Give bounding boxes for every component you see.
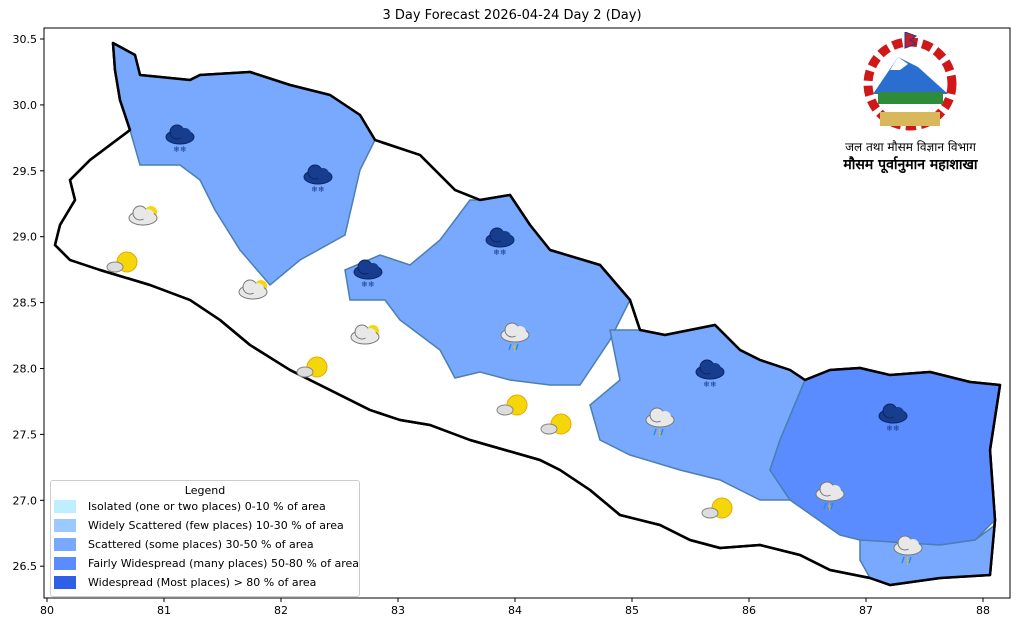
y-tick-label: 30.0: [13, 99, 38, 112]
legend-item: Isolated (one or two places) 0-10 % of a…: [54, 497, 359, 516]
y-tick-label: 29.0: [13, 231, 38, 244]
map-title: 3 Day Forecast 2026-04-24 Day 2 (Day): [382, 8, 642, 23]
legend-label: Widely Scattered (few places) 10-30 % of…: [88, 519, 344, 532]
x-tick-label: 87: [859, 604, 873, 617]
dept-name: जल तथा मौसम विज्ञान विभाग: [845, 140, 976, 154]
y-tick-label: 29.5: [13, 165, 38, 178]
cloud-sun-icon: [238, 279, 268, 300]
svg-text:❄❄: ❄❄: [311, 185, 324, 194]
emblem-icon: [863, 31, 957, 131]
y-tick-label: 27.0: [13, 494, 38, 507]
y-tick-label: 30.5: [13, 33, 38, 46]
y-tick-label: 26.5: [13, 560, 38, 573]
legend: Legend Isolated (one or two places) 0-10…: [50, 480, 360, 597]
legend-label: Isolated (one or two places) 0-10 % of a…: [88, 500, 326, 513]
svg-text:❄❄: ❄❄: [703, 380, 716, 389]
cloud-rain-icon: [645, 407, 675, 438]
nepal-border: [53, 41, 1002, 587]
plot-frame: [43, 27, 1011, 599]
sun-cloud-icon: [496, 394, 528, 416]
cloud-snow-icon: ❄❄: [353, 259, 383, 289]
x-tick-label: 88: [976, 604, 990, 617]
x-tick-label: 83: [391, 604, 405, 617]
legend-item: Widely Scattered (few places) 10-30 % of…: [54, 516, 359, 535]
legend-item: Widespread (Most places) > 80 % of area: [54, 573, 359, 592]
sun-cloud-icon: [540, 413, 572, 435]
legend-label: Fairly Widespread (many places) 50-80 % …: [88, 557, 359, 570]
legend-item: Scattered (some places) 30-50 % of area: [54, 535, 359, 554]
legend-label: Scattered (some places) 30-50 % of area: [88, 538, 314, 551]
x-tick-label: 86: [742, 604, 756, 617]
svg-text:❄❄: ❄❄: [886, 424, 899, 433]
x-tick-label: 82: [274, 604, 288, 617]
legend-swatch: [54, 500, 76, 513]
svg-text:❄❄: ❄❄: [173, 145, 186, 154]
y-tick-label: 28.0: [13, 363, 38, 376]
sun-cloud-icon: [106, 251, 138, 273]
cloud-snow-icon: ❄❄: [878, 403, 908, 433]
legend-item: Fairly Widespread (many places) 50-80 % …: [54, 554, 359, 573]
x-tick-label: 80: [40, 604, 54, 617]
legend-swatch: [54, 519, 76, 532]
division-name: मौसम पूर्वानुमान महाशाखा: [843, 157, 978, 173]
x-tick-label: 81: [157, 604, 171, 617]
cloud-snow-icon: ❄❄: [303, 164, 333, 194]
y-tick-label: 27.5: [13, 428, 38, 441]
cloud-snow-icon: ❄❄: [485, 227, 515, 257]
cloud-snow-icon: ❄❄: [695, 359, 725, 389]
sun-cloud-icon: [296, 356, 328, 378]
cloud-rain-icon: [815, 481, 845, 512]
cloud-snow-icon: ❄❄: [165, 124, 195, 154]
x-tick-label: 85: [625, 604, 639, 617]
y-tick-label: 28.5: [13, 297, 38, 310]
svg-text:❄❄: ❄❄: [361, 280, 374, 289]
legend-swatch: [54, 576, 76, 589]
svg-text:❄❄: ❄❄: [493, 248, 506, 257]
legend-label: Widespread (Most places) > 80 % of area: [88, 576, 317, 589]
dhm-logo: जल तथा मौसम विज्ञान विभाग मौसम पूर्वानुम…: [828, 31, 993, 174]
cloud-sun-icon: [350, 324, 380, 345]
cloud-rain-icon: [500, 322, 530, 353]
sun-cloud-icon: [701, 497, 733, 519]
cloud-sun-icon: [128, 205, 158, 226]
x-tick-label: 84: [508, 604, 522, 617]
legend-swatch: [54, 557, 76, 570]
cloud-rain-icon: [893, 535, 923, 566]
legend-title: Legend: [184, 484, 226, 497]
legend-swatch: [54, 538, 76, 551]
